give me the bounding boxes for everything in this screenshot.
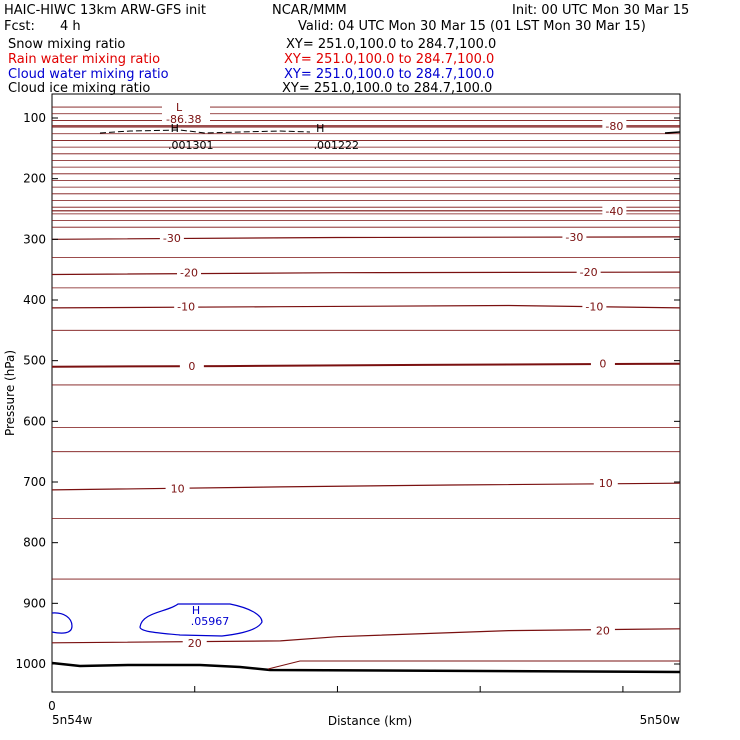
surface-line [51,661,681,674]
ice-max-value: .001301 [168,139,214,152]
isentrope-lines [52,106,680,580]
temp-min-bg [162,98,210,124]
contour-label-bg [159,231,184,245]
temperature-contour [51,271,681,276]
contour-label: 20 [596,625,610,638]
cloud-water-max-value: .05967 [191,615,230,628]
contour-label: -30 [163,232,181,245]
field-rain-xy: XY= 251.0,100.0 to 284.7,100.0 [284,52,494,67]
y-tick-label: 700 [23,475,46,489]
ice-contour-edge [664,131,681,134]
y-tick-label: 500 [23,354,46,368]
near-surface-contour [267,660,680,670]
valid-time: Valid: 04 UTC Mon 30 Mar 15 (01 LST Mon … [298,19,646,34]
y-tick-label: 600 [23,414,46,428]
contour-label-bg [593,476,618,490]
y-tick-label: 100 [23,111,46,125]
contour-label: -20 [580,266,598,279]
field-cloud-ice-xy: XY= 251.0,100.0 to 284.7,100.0 [282,81,492,96]
contour-label: 10 [171,483,185,496]
temperature-contour [51,482,681,491]
contour-label-bg [590,356,615,370]
contour-label: -10 [585,301,603,314]
fcst-label: Fcst: [4,19,35,34]
x-axis-label: Distance (km) [328,714,412,728]
y-axis-label: Pressure (hPa) [3,350,17,436]
y-tick-label: 300 [23,232,46,246]
contour-label: 10 [599,477,613,490]
y-tick-label: 800 [23,536,46,550]
ice-max-value: .001222 [314,139,360,152]
temp-min-L: L [176,101,183,114]
contour-label: -80 [605,120,623,133]
y-tick-label: 400 [23,293,46,307]
x-tick-label: 0 [48,699,56,713]
y-tick-label: 900 [23,596,46,610]
contour-label-bg [177,265,202,279]
field-rain: Rain water mixing ratio [8,52,160,67]
contour-label: -40 [605,205,623,218]
ice-max-H: H [316,122,324,135]
field-snow-xy: XY= 251.0,100.0 to 284.7,100.0 [286,37,496,52]
contour-label: 0 [599,358,606,371]
init-time: Init: 00 UTC Mon 30 Mar 15 [512,3,689,18]
contour-label-bg [165,481,190,495]
ice-contour [99,129,311,134]
contour-label: 0 [188,360,195,373]
x-end-label: 5n50w [640,713,681,727]
contour-label-bg [179,359,204,373]
contour-label-bg [576,265,601,279]
temperature-contour [51,362,681,368]
field-cloud-water-xy: XY= 251.0,100.0 to 284.7,100.0 [284,67,494,82]
contour-label-bg [602,118,627,132]
contour-label-bg [582,299,607,313]
model-title: HAIC-HIWC 13km ARW-GFS init [4,3,206,18]
y-tick-label: 200 [23,172,46,186]
contour-label-bg [182,635,207,649]
fcst-value: 4 h [60,19,81,34]
contour-label-bg [174,299,199,313]
x-start-label: 5n54w [52,713,93,727]
cloud-water-contour [139,603,263,637]
plot-frame [51,93,681,693]
field-snow: Snow mixing ratio [8,37,125,52]
contour-label: -30 [565,231,583,244]
contour-label-bg [602,203,627,217]
cloud-water-contour-edge [51,612,73,634]
ice-max-H: H [171,122,179,135]
temperature-contours: -80 -40 -30 -30 -20 -20 -10 -10 0 0 10 10 20 20 [51,118,681,650]
contour-label: -10 [177,301,195,314]
contour-label-bg [590,623,615,637]
org-label: NCAR/MMM [272,3,347,18]
y-tick-label: 1000 [15,657,46,671]
contour-label-bg [562,229,587,243]
contour-label: -20 [180,267,198,280]
field-cloud-ice: Cloud ice mixing ratio [8,81,150,96]
cloud-water-max-H: H [192,604,200,617]
field-cloud-water: Cloud water mixing ratio [8,67,169,82]
temp-min-value: -86.38 [166,113,201,126]
contour-label: 20 [188,637,202,650]
